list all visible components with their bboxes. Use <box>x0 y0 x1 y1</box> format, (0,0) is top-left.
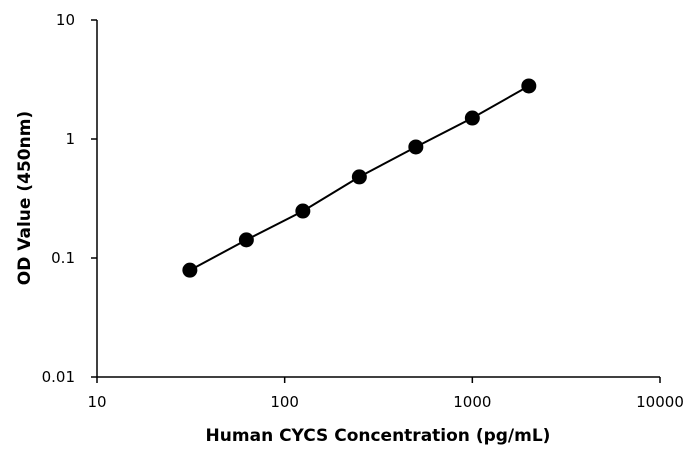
data-point <box>521 78 537 94</box>
y-axis-label: OD Value (450nm) <box>15 111 35 285</box>
tick-labels: 10 100 1000 10000 0.01 0.1 1 10 <box>42 11 684 411</box>
x-tick-label: 10000 <box>636 393 684 411</box>
data-point <box>182 262 198 278</box>
y-tick-label: 0.01 <box>42 368 75 386</box>
axes <box>91 19 661 383</box>
plot-area <box>182 78 537 278</box>
x-tick-label: 10 <box>87 393 106 411</box>
data-point <box>238 232 254 248</box>
x-axis-label: Human CYCS Concentration (pg/mL) <box>206 426 551 446</box>
data-point <box>295 203 311 219</box>
y-tick-label: 1 <box>65 130 75 148</box>
x-tick-label: 100 <box>270 393 299 411</box>
x-tick-label: 1000 <box>453 393 491 411</box>
y-tick-label: 10 <box>56 11 75 29</box>
data-point <box>464 110 480 126</box>
data-point <box>351 169 367 185</box>
data-point <box>408 139 424 155</box>
y-tick-label: 0.1 <box>51 249 75 267</box>
